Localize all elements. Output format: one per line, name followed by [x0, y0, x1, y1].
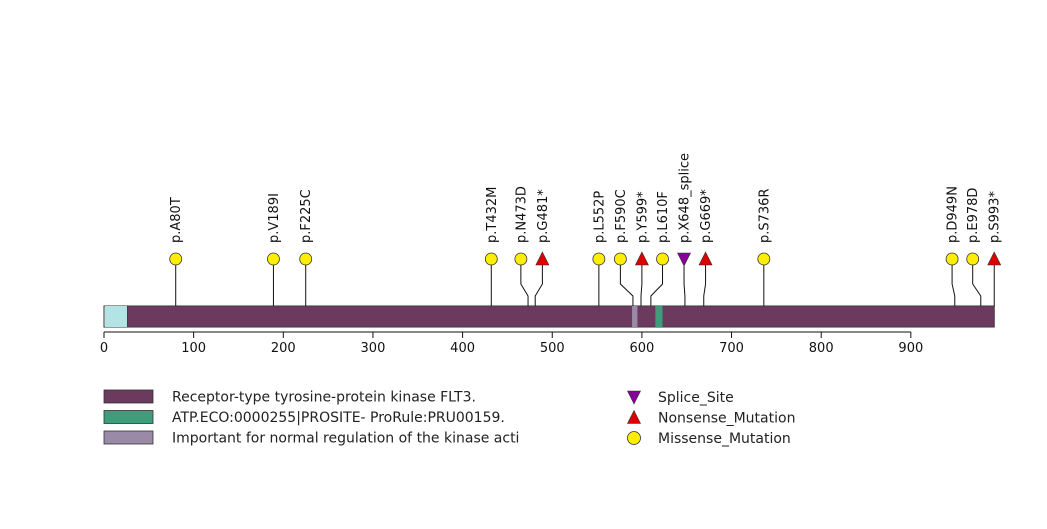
- mutation-stem-p-d949n: [951, 259, 956, 306]
- mutation-labels-group: p.A80T p.V189I p.F225C p.T432M p.N473D p.G481…: [169, 153, 1003, 243]
- x-tick-label-200: 200: [271, 341, 296, 356]
- mutation-stem-p-n473d: [520, 259, 529, 306]
- mutation-stem-p-g669: [703, 259, 707, 306]
- mutation-label-p-e978d: p.E978D: [966, 188, 981, 243]
- x-tick-label-100: 100: [181, 341, 206, 356]
- mutation-label-p-a80t: p.A80T: [169, 197, 184, 243]
- mutation-label-p-x648-splice: p.X648_splice: [678, 153, 693, 243]
- x-tick-label-0: 0: [100, 341, 108, 356]
- legend-label-missense-mutation: Missense_Mutation: [658, 431, 791, 447]
- missense-marker-p-l610f: [656, 252, 669, 266]
- x-tick-label-400: 400: [450, 341, 475, 356]
- legend-swatch-receptor-type-tyrosine-protein-kinase-fl: [103, 389, 154, 404]
- mutation-label-p-d949n: p.D949N: [946, 186, 961, 243]
- domain-atp-eco-0000255-prosite-prorule-pru00159: [655, 306, 663, 327]
- mutation-label-p-s736r: p.S736R: [757, 189, 772, 243]
- mutation-label-p-t432m: p.T432M: [485, 187, 500, 243]
- mutation-markers-group: [169, 251, 1002, 267]
- mutation-label-p-g481: p.G481*: [536, 189, 551, 243]
- missense-marker-p-s736r: [757, 252, 771, 266]
- nonsense-marker-p-y599: [634, 251, 649, 266]
- x-tick-label-300: 300: [361, 341, 386, 356]
- mutation-label-p-f225c: p.F225C: [299, 189, 314, 243]
- domain-receptor-type-tyrosine-protein-kinase-fl: [127, 305, 995, 328]
- legend: Receptor-type tyrosine-protein kinase FL…: [103, 389, 795, 447]
- legend-label-nonsense-mutation: Nonsense_Mutation: [658, 411, 795, 427]
- mutation-label-p-l552p: p.L552P: [592, 191, 607, 243]
- x-tick-label-800: 800: [809, 341, 834, 356]
- legend-label-atp-eco-0000255-prosite-prorule-pru00159: ATP.ECO:0000255|PROSITE- ProRule:PRU0015…: [172, 410, 505, 426]
- legend-label-important-for-normal-regulation-of-the-k: Important for normal regulation of the k…: [172, 431, 519, 447]
- mutation-label-p-l610f: p.L610F: [656, 191, 671, 243]
- legend-swatch-important-for-normal-regulation-of-the-k: [103, 430, 154, 445]
- legend-label-splice-site: Splice_Site: [658, 390, 734, 406]
- x-axis: 0 100 200 300 400 500 600 700 800 900: [100, 331, 923, 356]
- missense-marker-p-a80t: [169, 252, 183, 266]
- missense-marker-p-e978d: [966, 252, 980, 266]
- legend-swatch-atp-eco-0000255-prosite-prorule-pru00159: [103, 410, 154, 424]
- mutation-label-p-n473d: p.N473D: [514, 186, 529, 243]
- mutation-label-p-y599: p.Y599*: [635, 191, 650, 243]
- mutation-label-p-s993: p.S993*: [988, 191, 1003, 243]
- x-tick-label-900: 900: [898, 341, 923, 356]
- missense-marker-p-n473d: [514, 252, 528, 266]
- mutation-label-p-v189i: p.V189I: [267, 193, 282, 243]
- legend-splice-icon: [627, 390, 641, 405]
- legend-missense-icon: [627, 431, 641, 445]
- mutation-stem-p-e978d: [972, 259, 982, 306]
- mutation-stem-p-g481: [534, 259, 543, 306]
- nonsense-marker-p-s993: [987, 251, 1002, 266]
- mutation-stem-p-x648-splice: [683, 259, 686, 306]
- missense-marker-p-v189i: [267, 252, 280, 266]
- mutation-stem-p-f590c: [619, 259, 634, 306]
- x-tick-label-500: 500: [540, 341, 565, 356]
- splice-marker-p-x648-splice: [677, 252, 692, 267]
- x-tick-label-700: 700: [719, 341, 744, 356]
- mutation-stems-group: [175, 259, 995, 306]
- nonsense-marker-p-g669: [698, 251, 713, 266]
- missense-marker-p-f225c: [299, 252, 313, 266]
- mutation-label-p-g669: p.G669*: [699, 189, 714, 243]
- legend-nonsense-icon: [627, 409, 641, 424]
- mutation-stem-p-l610f: [650, 259, 664, 306]
- mutation-stem-p-y599: [640, 259, 643, 306]
- x-tick-label-600: 600: [629, 341, 654, 356]
- missense-marker-p-l552p: [592, 252, 606, 266]
- missense-marker-p-d949n: [945, 252, 959, 266]
- mutation-label-p-f590c: p.F590C: [614, 189, 629, 243]
- legend-label-receptor-type-tyrosine-protein-kinase-fl: Receptor-type tyrosine-protein kinase FL…: [172, 390, 476, 406]
- missense-marker-p-t432m: [484, 252, 498, 266]
- protein-backbone-group: [103, 305, 995, 328]
- domain-edge-segment: [104, 306, 128, 327]
- domain-important-for-normal-regulation-of-the-k: [632, 306, 638, 327]
- nonsense-marker-p-g481: [535, 251, 550, 266]
- missense-marker-p-f590c: [613, 252, 627, 266]
